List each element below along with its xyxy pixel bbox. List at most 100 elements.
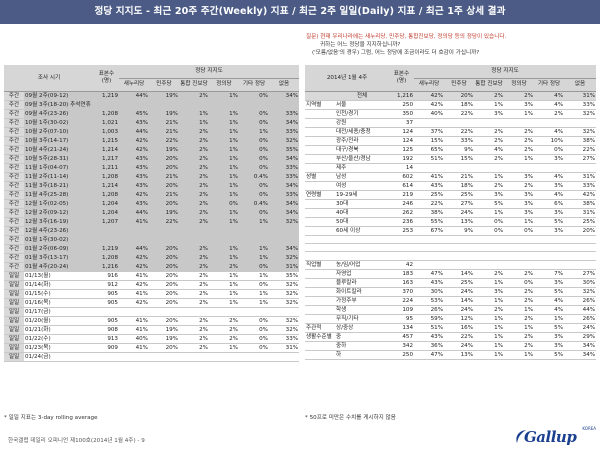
table-row: 지역별 서울 250 42% 18% 1% 3% 4% 33% <box>305 100 597 110</box>
row-value: 3% <box>534 181 565 191</box>
row-value: 43% <box>119 199 149 209</box>
row-segment <box>335 251 390 261</box>
row-value <box>239 352 269 362</box>
row-sample-size: 1,208 <box>94 190 119 200</box>
row-value: 2% <box>474 91 505 101</box>
table-row: 60세 이상 253 67% 9% 0% 0% 3% 20% <box>305 226 597 236</box>
row-value: 3% <box>504 171 535 182</box>
table-row: 주간 01월 1주(30-02) <box>4 235 300 245</box>
row-value <box>414 118 445 128</box>
row-sample-size <box>94 235 119 245</box>
detail-table: 2014년 1월 4주 표본수 (명) 정당 지지도 새누리당 민주당 통합 진보당… <box>305 65 597 360</box>
row-value: 2% <box>474 154 505 164</box>
row-value: 20% <box>149 199 179 209</box>
row-value <box>504 251 535 261</box>
row-segment: 중 <box>335 332 390 342</box>
row-value <box>474 163 505 173</box>
col-party: 정의당 <box>209 78 239 92</box>
row-value: 18% <box>444 100 475 110</box>
row-value: 32% <box>269 253 300 263</box>
row-value: 33% <box>269 163 300 173</box>
row-period: 01월 1주(30-02) <box>24 235 94 245</box>
row-group <box>305 251 335 261</box>
row-value: 22% <box>149 217 179 227</box>
row-value <box>179 352 209 362</box>
row-period: 09월 2주(09-12) <box>24 91 94 101</box>
row-sample-size: 1,208 <box>94 172 119 182</box>
row-value: 1% <box>209 136 239 146</box>
row-value: 1% <box>209 343 239 353</box>
col-party: 기타 정당 <box>534 78 565 92</box>
row-period: 12월 2주(09-12) <box>24 208 94 218</box>
table-row: 일일 01/23(목) 909 41% 20% 2% 1% 0% 31% <box>4 343 300 353</box>
row-value: 1% <box>504 322 535 333</box>
row-value: 1% <box>504 305 535 315</box>
row-value: 32% <box>269 298 300 308</box>
row-value: 21% <box>149 118 179 128</box>
right-table-header: 2014년 1월 4주 표본수 (명) 정당 지지도 새누리당 민주당 통합 진보당… <box>305 65 597 92</box>
table-row: 부산/울산/경남 192 51% 15% 2% 1% 3% 27% <box>305 154 597 164</box>
row-value: 2% <box>179 244 209 254</box>
row-sample-size: 1,204 <box>94 199 119 209</box>
row-value <box>564 235 597 244</box>
row-group: 연령별 <box>305 189 335 200</box>
row-value: 0% <box>239 136 269 146</box>
row-value: 2% <box>504 136 535 146</box>
row-value: 1% <box>504 154 535 164</box>
row-value <box>239 100 269 110</box>
row-sample-size: 14 <box>389 163 415 173</box>
row-sample-size: 236 <box>389 217 415 227</box>
row-value: 20% <box>149 181 179 191</box>
row-value: 24% <box>444 287 475 297</box>
row-value: 20% <box>149 253 179 263</box>
row-value: 34% <box>564 341 597 351</box>
row-sample-size: 1,219 <box>94 91 119 101</box>
left-table-body: 주간 09월 2주(09-12) 1,219 44% 19% 2% 1% 0% 34% 주간 09월… <box>4 91 300 362</box>
row-value: 2% <box>504 287 535 297</box>
row-value: 42% <box>119 190 149 200</box>
row-value <box>474 259 505 270</box>
table-row: 주간 11월 3주(18-21) 1,214 43% 20% 2% 1% 0% 34% <box>4 181 300 191</box>
row-value: 1% <box>504 350 535 360</box>
row-value: 2% <box>209 316 239 326</box>
row-value: 2% <box>179 289 209 299</box>
row-sample-size <box>94 100 119 110</box>
row-group <box>305 136 335 146</box>
row-group <box>305 278 335 288</box>
row-value: 2% <box>179 190 209 200</box>
row-value: 3% <box>534 278 565 288</box>
row-value: 32% <box>269 136 300 146</box>
table-row: 생활수준별 중 457 43% 22% 1% 2% 3% 29% <box>305 332 597 342</box>
col-party: 통합 진보당 <box>474 78 505 92</box>
row-value <box>564 163 597 173</box>
row-value: 5% <box>534 217 565 227</box>
row-value: 2% <box>474 127 505 137</box>
row-period: 01월 4주(20-24) <box>24 262 94 272</box>
row-value: 0% <box>504 278 535 288</box>
row-value: 2% <box>179 172 209 182</box>
row-value: 2% <box>179 163 209 173</box>
row-value <box>179 100 209 110</box>
row-value: 4% <box>534 100 565 110</box>
table-row: 30대 246 22% 27% 5% 3% 6% 38% <box>305 199 597 209</box>
row-sample-size: 905 <box>94 316 119 326</box>
row-period: 11월 4주(25-28) <box>24 190 94 200</box>
row-value: 19% <box>149 325 179 335</box>
row-value: 22% <box>564 145 597 155</box>
row-value: 2% <box>474 269 505 279</box>
row-value: 22% <box>414 199 445 209</box>
table-row <box>305 235 597 244</box>
row-sample-size: 1,216 <box>389 91 415 101</box>
row-value: 42% <box>564 189 597 200</box>
row-period: 12월 3주(16-19) <box>24 217 94 227</box>
row-value: 20% <box>149 154 179 164</box>
row-segment: 남성 <box>335 171 390 182</box>
row-value: 1% <box>209 145 239 155</box>
row-sample-size: 1,208 <box>94 253 119 263</box>
row-value: 12% <box>444 314 475 324</box>
row-value: 42% <box>119 253 149 263</box>
table-row: 무직/기타 95 59% 12% 1% 2% 1% 26% <box>305 314 597 324</box>
row-type: 주간 <box>4 262 24 272</box>
row-value <box>209 100 239 110</box>
row-sample-size: 1,219 <box>94 244 119 254</box>
